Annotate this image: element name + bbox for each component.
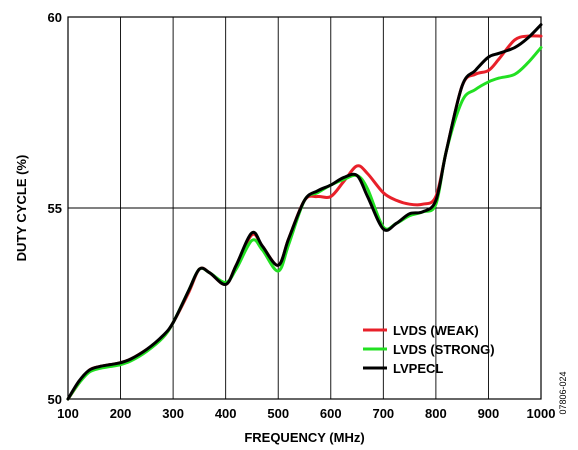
series-line-2 — [66, 23, 543, 401]
x-tick-label: 600 — [320, 406, 342, 421]
x-axis-title: FREQUENCY (MHz) — [244, 430, 364, 445]
x-tick-label: 400 — [215, 406, 237, 421]
y-tick-label: 60 — [48, 10, 62, 25]
tick-labels: 100 200 300 400 500 600 700 800 900 1000 50 55 60 — [48, 10, 556, 421]
y-axis-title: DUTY CYCLE (%) — [14, 155, 29, 262]
x-tick-label: 800 — [425, 406, 447, 421]
x-tick-label: 100 — [57, 406, 79, 421]
series-lines — [66, 23, 543, 401]
grid-lines — [68, 17, 541, 399]
legend: LVDS (WEAK) LVDS (STRONG) LVPECL — [363, 323, 495, 376]
x-tick-label: 200 — [110, 406, 132, 421]
figure-id: 07806-024 — [558, 371, 568, 414]
x-tick-label: 1000 — [527, 406, 556, 421]
y-tick-label: 55 — [48, 201, 62, 216]
legend-label-2: LVPECL — [393, 361, 443, 376]
legend-label-1: LVDS (STRONG) — [393, 342, 495, 357]
x-tick-label: 500 — [267, 406, 289, 421]
x-tick-label: 300 — [162, 406, 184, 421]
x-tick-label: 900 — [478, 406, 500, 421]
plot-area — [67, 16, 542, 400]
x-tick-label: 700 — [372, 406, 394, 421]
legend-label-0: LVDS (WEAK) — [393, 323, 479, 338]
y-tick-label: 50 — [48, 392, 62, 407]
